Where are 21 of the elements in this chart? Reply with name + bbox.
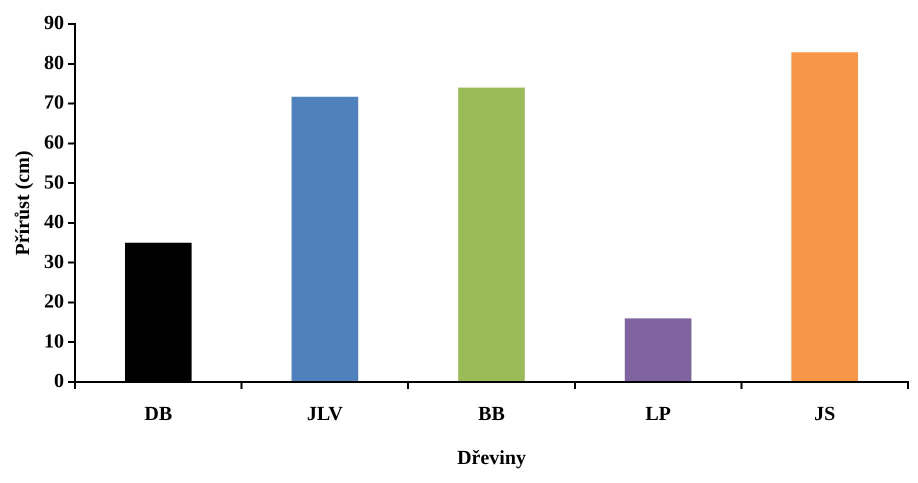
x-tick-label: DB bbox=[144, 403, 172, 426]
x-axis-title: Dřeviny bbox=[457, 447, 526, 470]
x-tick-label: LP bbox=[645, 403, 671, 426]
x-tick-label: JLV bbox=[306, 403, 344, 426]
y-tick-label: 50 bbox=[44, 171, 64, 194]
x-tick-label: BB bbox=[478, 403, 505, 426]
bar bbox=[292, 96, 358, 381]
y-tick-label: 40 bbox=[44, 211, 64, 234]
y-tick-label: 80 bbox=[44, 52, 64, 74]
y-tick-label: 0 bbox=[54, 370, 64, 392]
y-axis-title: Přírůst (cm) bbox=[12, 150, 34, 256]
bar bbox=[458, 88, 525, 381]
y-tick-label: 60 bbox=[44, 132, 64, 154]
y-tick-label: 30 bbox=[44, 250, 64, 273]
bar bbox=[791, 52, 858, 381]
y-tick-label: 90 bbox=[44, 12, 64, 34]
x-tick-label: JS bbox=[814, 403, 836, 426]
y-tick-label: 20 bbox=[44, 290, 64, 313]
y-tick-label: 10 bbox=[44, 330, 64, 352]
y-tick-label: 70 bbox=[44, 92, 64, 114]
bar bbox=[624, 318, 692, 381]
